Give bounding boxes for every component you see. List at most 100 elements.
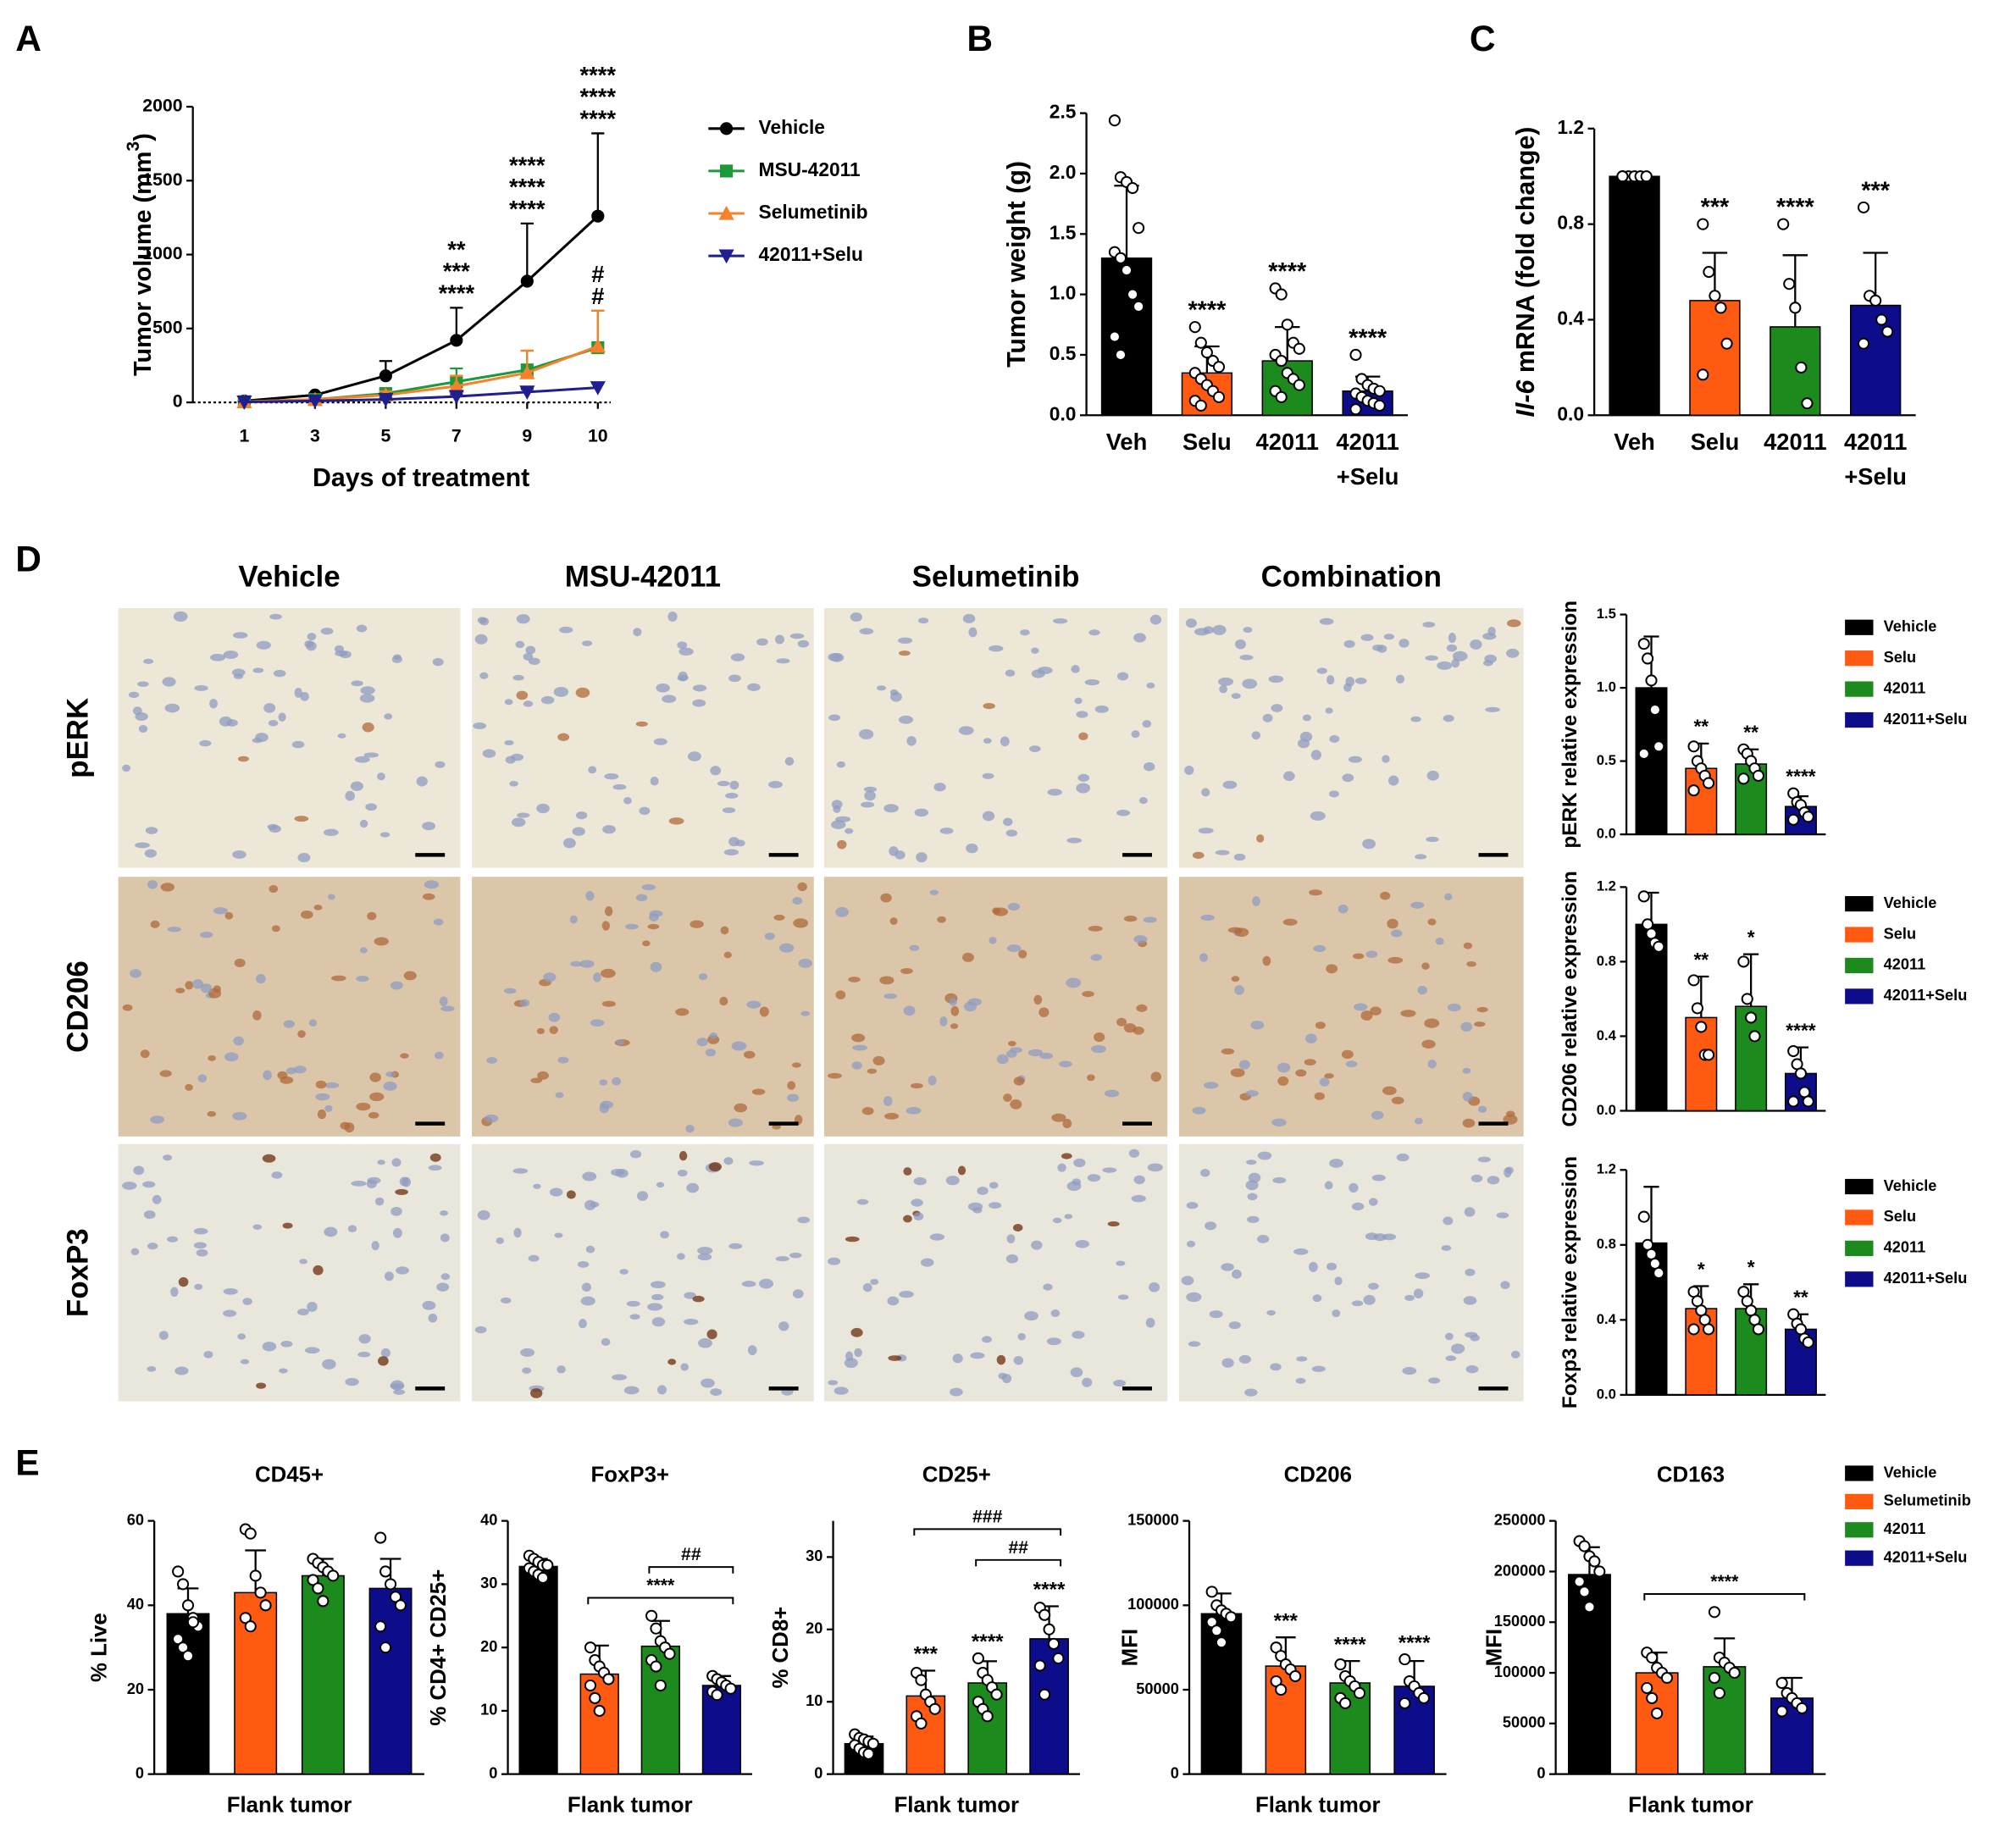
panel-label: A [15,19,42,59]
cell [304,1347,320,1354]
y-tick-label: 1.2 [1557,116,1584,138]
y-axis-label-part: % CD4+ CD25+ [427,1569,451,1726]
cell [315,1093,330,1101]
cell [1428,1377,1441,1384]
cell [1209,1310,1223,1319]
y-tick-label: 40 [480,1511,497,1528]
chart-title: CD163 [1657,1463,1725,1486]
y-tick-label: 0.4 [1597,1311,1617,1327]
legend-label: 42011+Selu [1884,1548,1968,1565]
data-point [1349,348,1362,362]
marker [519,365,535,379]
data-point [1642,652,1654,665]
cell [380,1348,390,1358]
data-point [1293,342,1305,355]
data-point [1043,1623,1055,1636]
data-point [1653,940,1665,953]
cell [1181,1276,1194,1286]
cell [1500,1281,1510,1289]
cell [278,712,286,722]
cell [174,1366,189,1375]
legend-swatch [1845,1240,1874,1256]
x-tick-label: Veh [1614,429,1655,455]
cell [369,1092,385,1102]
data-point [317,1595,330,1608]
data-point [1787,813,1800,826]
cell [159,1070,172,1077]
cell [1319,617,1334,625]
cell [517,812,530,818]
cell [1007,1041,1016,1047]
y-axis-label-part: MFI [1482,1629,1506,1666]
cell [862,1282,872,1292]
cell [789,633,805,639]
y-tick-label: 1.5 [1050,221,1077,243]
cell [359,819,368,828]
cell [1387,775,1399,786]
data-point [1215,1636,1228,1649]
cell [939,1016,948,1027]
cell [1221,1048,1235,1055]
cell [1201,788,1210,797]
y-tick-label: 1000 [142,243,182,263]
cell [759,1278,774,1289]
cell [1087,1174,1101,1182]
cell [263,1070,272,1081]
cell [903,1005,916,1016]
cell [706,1329,717,1340]
data-point [1752,769,1764,782]
cell [240,1359,250,1364]
cell [1000,736,1010,747]
cell [280,1076,294,1084]
data-point [307,1574,319,1586]
cell [867,1068,878,1074]
cell [680,1363,690,1371]
y-axis-label-part: Tumor weight (g) [1003,161,1031,368]
micrograph [472,877,814,1137]
cell [1077,773,1090,782]
cell [122,1182,137,1190]
cell [1247,1215,1260,1224]
y-tick-label: 0 [1537,1764,1545,1781]
cell [233,673,244,679]
data-point [1745,1011,1758,1024]
cell [983,702,995,710]
cell [800,1010,811,1016]
cell [1057,1163,1066,1172]
cell [684,1292,696,1299]
cell [725,793,739,799]
cell [900,968,913,974]
data-point [1703,777,1715,789]
cell [533,1183,541,1189]
cell [1235,639,1246,650]
cell [351,680,363,687]
cell [827,1072,843,1079]
cell [1426,836,1439,843]
cell [977,1187,989,1195]
cell [1038,1007,1050,1017]
cell [1382,755,1390,763]
cell [403,971,417,981]
data-point [1417,1691,1430,1705]
cell [365,803,377,811]
cell [1444,893,1453,901]
cell [133,1165,145,1176]
cell [399,1176,409,1187]
data-point [1616,170,1629,183]
cell [1024,1311,1038,1321]
cell [1232,1269,1242,1279]
cell [601,968,616,978]
cell [1353,953,1365,960]
data-point [1651,1707,1664,1719]
cell [909,944,920,951]
cell [208,1054,216,1061]
cell [297,1030,306,1038]
significance-label: **** [580,105,617,131]
cell [164,703,180,713]
cell [1192,1106,1206,1115]
data-point [259,1599,272,1612]
cell [192,979,204,989]
cell [1073,1158,1086,1168]
cell [1257,1235,1270,1243]
data-point [1205,1586,1218,1598]
